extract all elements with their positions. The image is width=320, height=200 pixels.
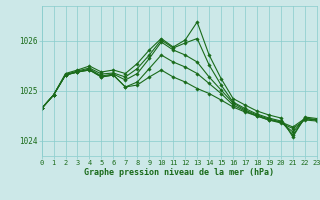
X-axis label: Graphe pression niveau de la mer (hPa): Graphe pression niveau de la mer (hPa) [84, 168, 274, 177]
